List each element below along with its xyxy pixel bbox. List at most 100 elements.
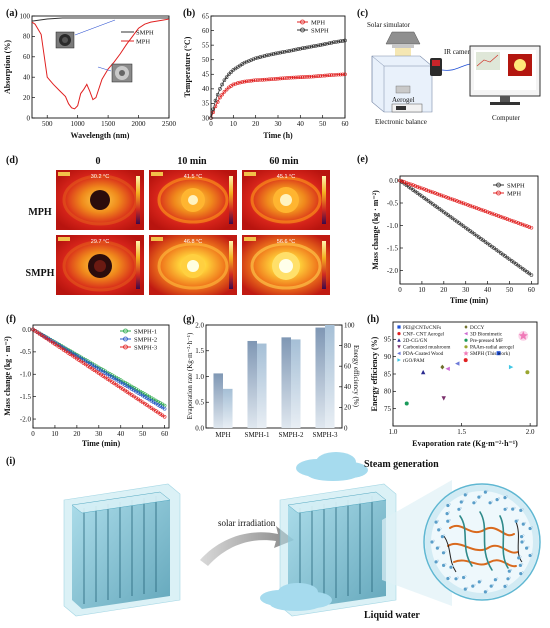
data-point: [213, 98, 218, 103]
col-time-0: 0: [96, 156, 101, 167]
data-point: [474, 206, 479, 210]
panel-a-label: (a): [6, 8, 18, 19]
legend-entry: Pre-pressed MF: [470, 338, 503, 344]
water-molecule-h: [505, 507, 508, 510]
data-point: [314, 74, 318, 79]
panel-f-lines: [31, 327, 167, 419]
y-tick-label: 0: [27, 114, 31, 122]
data-point: [329, 73, 334, 77]
water-molecule: [506, 577, 510, 581]
data-point: [267, 77, 271, 82]
legend-entry: PEI@CNTs/CNFs: [403, 325, 441, 331]
legend-marker: [397, 338, 401, 342]
x-tick-label: 60: [342, 120, 350, 128]
water-molecule-h: [464, 575, 467, 578]
data-point: [343, 38, 347, 43]
water-molecule: [435, 546, 439, 550]
data-point: [445, 366, 450, 371]
thermal-image-mph-0: 30.2 °C: [56, 170, 144, 230]
data-point: [455, 199, 459, 203]
data-point: [316, 43, 321, 48]
data-point: [251, 78, 256, 83]
data-point: [294, 47, 298, 52]
data-point: [296, 75, 300, 80]
data-point: [300, 46, 305, 51]
legend-marker: [464, 331, 468, 336]
data-point: [435, 192, 440, 196]
water-molecule-h: [486, 589, 489, 592]
thermal-image-smph-0: 29.7 °C: [56, 235, 144, 295]
legend-entry: 2D-CG/GN: [403, 338, 427, 344]
data-point: [311, 74, 316, 79]
data-point: [411, 183, 415, 188]
x-tick-label: 0: [31, 430, 35, 438]
y-tick-label: 35: [202, 100, 210, 108]
data-point: [320, 73, 325, 78]
data-point: [320, 42, 325, 47]
data-point: [444, 195, 448, 199]
legend-smph-1: SMPH-1: [134, 329, 157, 336]
temp-readout: 30.2 °C: [91, 174, 109, 180]
ir-camera-icon: [430, 58, 471, 76]
steam-generation-label: Steam generation: [364, 459, 439, 470]
water-molecule: [434, 520, 438, 524]
aerogel-label: Aerogel: [392, 96, 415, 104]
y-tick-label: 85: [384, 370, 392, 378]
legend-marker: [463, 350, 469, 356]
water-molecule-h: [522, 534, 525, 537]
data-point: [218, 87, 222, 91]
data-point: [400, 179, 404, 184]
y2-tick-label: 100: [344, 321, 355, 329]
legend-marker: [397, 358, 401, 362]
x-tick-label: 40: [117, 430, 125, 438]
data-point: [285, 49, 289, 54]
data-point: [508, 364, 514, 370]
water-molecule-h: [444, 550, 447, 553]
data-point: [262, 54, 267, 58]
data-point: [215, 92, 220, 97]
water-molecule-h: [480, 579, 483, 582]
y-tick-label: 0.0: [22, 326, 31, 334]
data-point: [224, 87, 229, 92]
panel-i-schematic: (i) solar irradiation: [6, 452, 541, 621]
x-tick-label: 40: [484, 286, 492, 294]
data-point: [518, 222, 523, 226]
water-molecule: [437, 528, 441, 532]
data-point: [334, 40, 338, 44]
water-molecule-h: [444, 563, 447, 566]
water-molecule-h: [474, 500, 477, 503]
panel-b-legend: MPH SMPH: [297, 20, 329, 35]
series-line-smph: [210, 40, 346, 119]
data-point: [481, 208, 486, 213]
water-molecule: [495, 498, 499, 502]
data-point: [457, 199, 461, 204]
row-label-mph: MPH: [28, 207, 52, 218]
panel-a: (a) 500 1000 1500 2000 2500 0 20 40 60 80 100 Wave…: [3, 8, 177, 140]
legend-entry: Carbonized mushroom: [403, 345, 450, 351]
data-point: [503, 216, 507, 221]
legend-smph: SMPH: [136, 30, 154, 37]
panel-i-label: (i): [6, 456, 15, 467]
thermal-image-smph-10: 46.8 °C: [149, 235, 237, 295]
data-point: [514, 220, 518, 225]
data-point: [448, 196, 453, 201]
col-time-10: 10 min: [177, 156, 207, 167]
data-point: [302, 75, 307, 79]
data-point: [340, 39, 345, 43]
water-molecule-h: [496, 577, 499, 580]
data-point: [162, 415, 167, 419]
data-point: [420, 369, 426, 375]
data-point: [247, 59, 251, 63]
solar-irradiation-label: solar irradiation: [218, 518, 276, 528]
data-point: [233, 81, 238, 86]
water-molecule-h: [530, 553, 533, 556]
data-point: [479, 207, 483, 212]
data-point: [289, 75, 294, 80]
data-point: [247, 79, 251, 83]
data-point: [488, 210, 492, 215]
temp-readout: 56.6 °C: [277, 239, 295, 245]
x-tick-label: 30: [462, 286, 470, 294]
x-tick-label: 30: [275, 120, 283, 128]
data-point: [413, 184, 418, 188]
